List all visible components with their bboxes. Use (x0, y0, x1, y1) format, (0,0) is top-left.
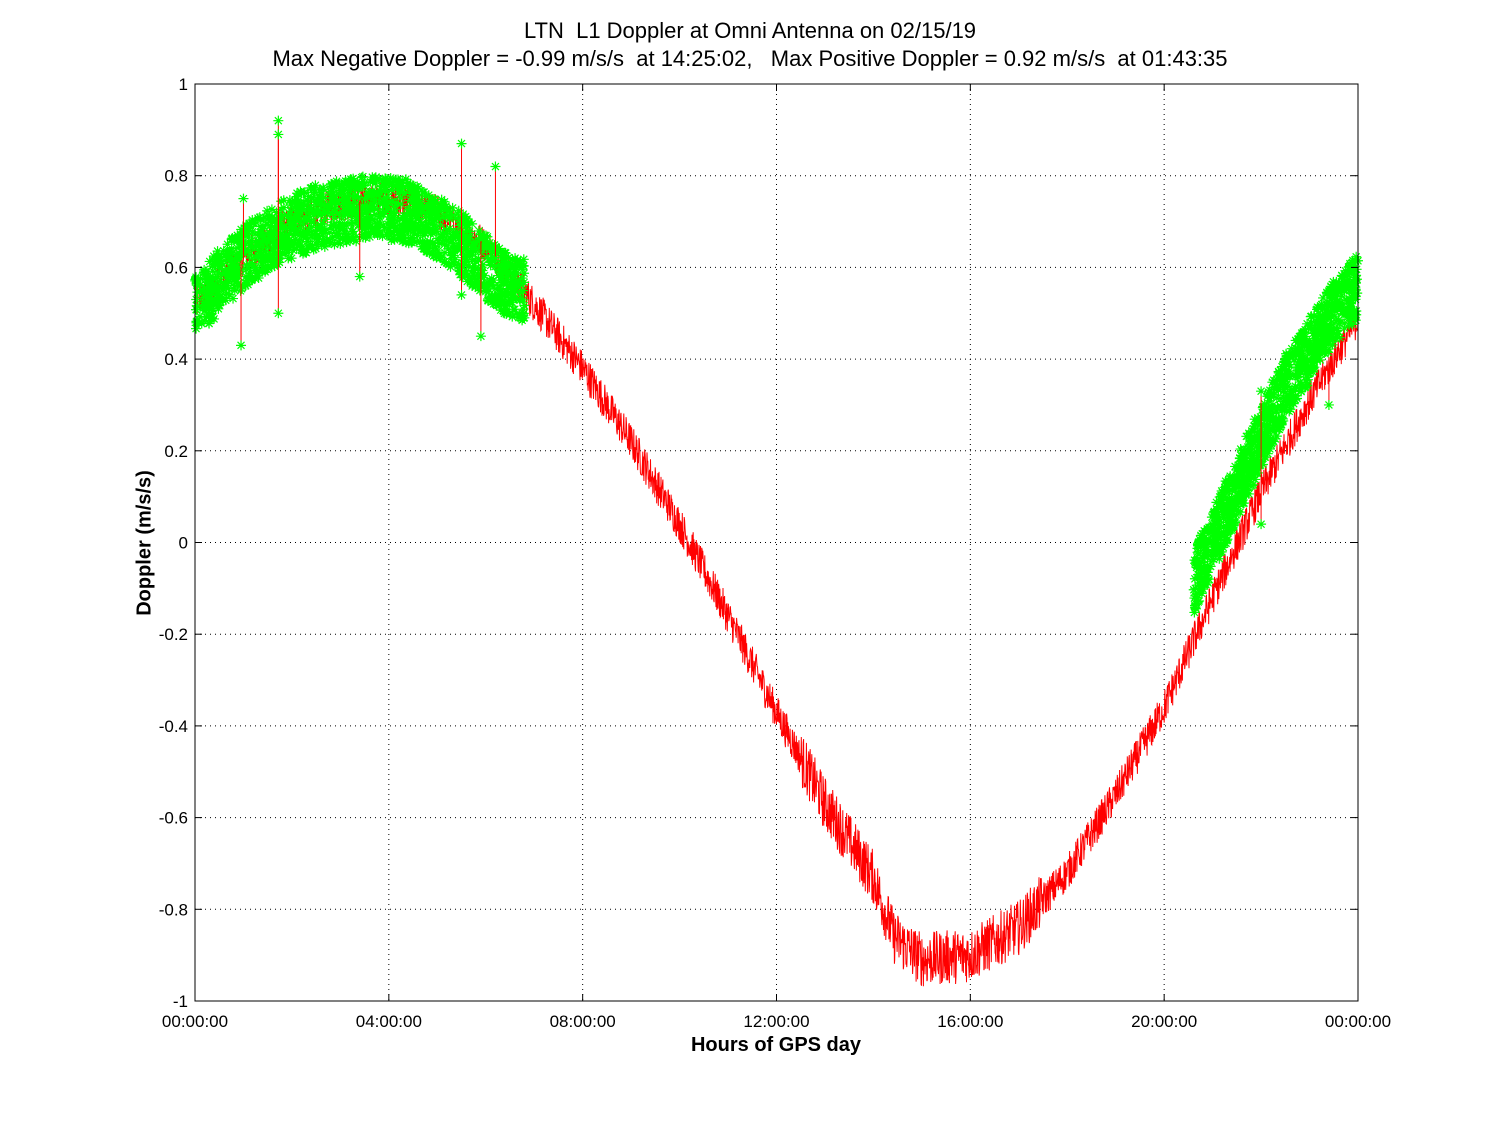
y-tick-label: -0.6 (159, 809, 188, 828)
y-tick-label: 0.4 (164, 350, 188, 369)
y-tick-label: -0.8 (159, 900, 188, 919)
chart-subtitle: Max Negative Doppler = -0.99 m/s/s at 14… (272, 46, 1228, 71)
outlier-star-point (475, 331, 486, 342)
x-tick-label: 00:00:00 (1325, 1012, 1391, 1031)
outlier-star-point (273, 129, 284, 140)
y-tick-label: -0.4 (159, 717, 188, 736)
plot-area (190, 115, 1363, 987)
x-tick-label: 12:00:00 (743, 1012, 809, 1031)
y-tick-label: 0.2 (164, 442, 188, 461)
y-axis-label: Doppler (m/s/s) (133, 470, 156, 616)
x-tick-label: 04:00:00 (356, 1012, 422, 1031)
x-axis-label: Hours of GPS day (690, 1034, 862, 1056)
chart-title: LTN L1 Doppler at Omni Antenna on 02/15/… (523, 18, 977, 43)
outlier-star-point (456, 138, 467, 149)
x-tick-label: 00:00:00 (162, 1012, 228, 1031)
doppler-green-series-segment (1188, 251, 1363, 618)
outlier-star-point (236, 340, 247, 351)
outlier-star-point (273, 308, 284, 319)
axis-ticks: 00:00:00 04:00:00 08:00:00 12:00:00 16:00:00… (159, 75, 1391, 1031)
outlier-star-point (273, 115, 284, 126)
outlier-star-point (1323, 399, 1334, 410)
x-tick-label: 08:00:00 (550, 1012, 616, 1031)
y-tick-label: 0.6 (164, 258, 188, 277)
y-tick-label: -0.2 (159, 625, 188, 644)
y-tick-label: 0.8 (164, 167, 188, 186)
y-tick-label: -1 (173, 992, 188, 1011)
y-tick-label: 0 (179, 534, 188, 553)
outlier-star-point (456, 289, 467, 300)
outlier-star-point (354, 271, 365, 282)
outlier-star-point (1256, 386, 1267, 397)
outlier-star-point (1256, 519, 1267, 530)
doppler-green-series-segment (190, 171, 530, 334)
x-tick-label: 20:00:00 (1131, 1012, 1197, 1031)
outlier-star-point (490, 161, 501, 172)
y-tick-label: 1 (179, 75, 188, 94)
outlier-star-point (238, 193, 249, 204)
x-tick-label: 16:00:00 (937, 1012, 1003, 1031)
